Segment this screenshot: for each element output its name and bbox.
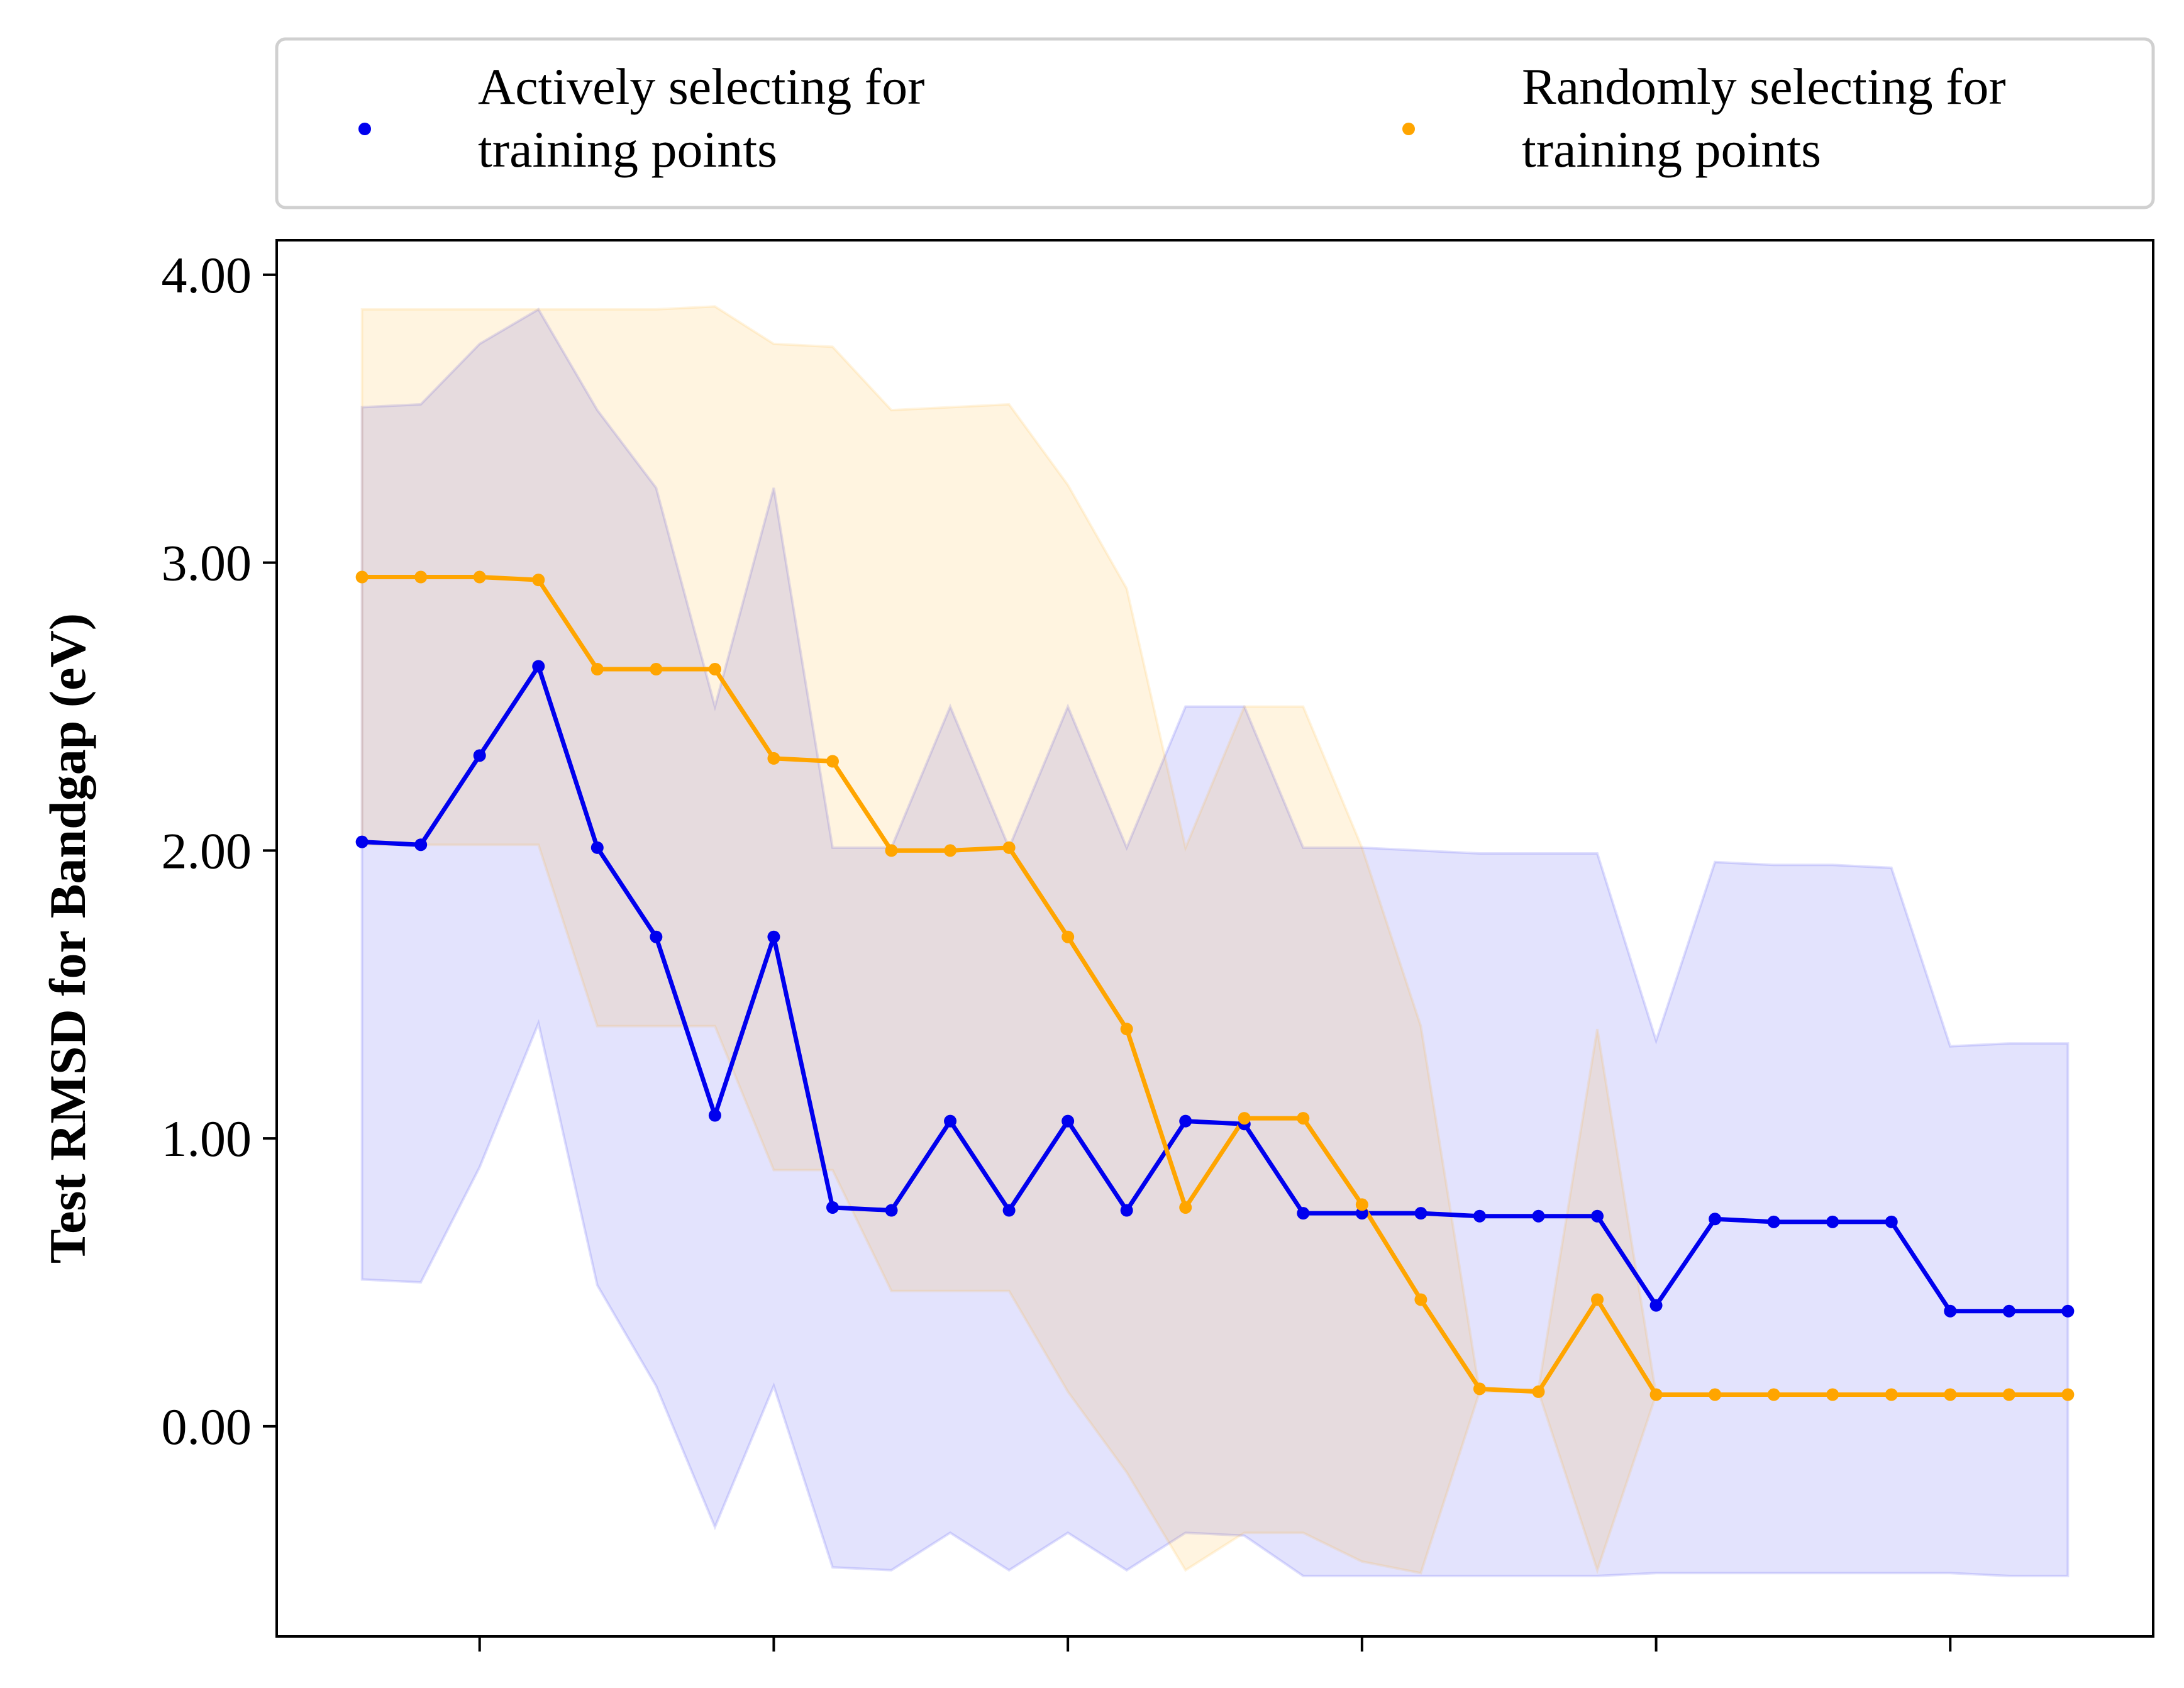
data-point-active: [1120, 1204, 1133, 1217]
data-point-active: [1944, 1304, 1957, 1318]
data-point-random: [1591, 1293, 1604, 1306]
data-point-active: [767, 930, 780, 943]
data-point-active: [1649, 1299, 1663, 1312]
data-point-random: [1826, 1388, 1839, 1401]
data-point-random: [1414, 1293, 1427, 1306]
legend: Actively selecting for training points Ra…: [275, 37, 2155, 209]
data-point-active: [1826, 1215, 1839, 1228]
data-point-random: [2002, 1388, 2015, 1401]
data-point-active: [1709, 1213, 1722, 1226]
legend-label-line: training points: [478, 121, 777, 178]
x-axis: [478, 1636, 1952, 1652]
data-point-random: [1649, 1388, 1663, 1401]
data-point-random: [2061, 1388, 2075, 1401]
legend-marker-active: [358, 123, 371, 135]
data-point-random: [708, 663, 721, 676]
data-point-random: [944, 844, 957, 857]
data-point-active: [1355, 1207, 1368, 1220]
data-point-random: [532, 574, 545, 587]
confidence-band-active: [360, 308, 2070, 1577]
data-point-random: [1355, 1198, 1368, 1211]
data-point-active: [826, 1201, 839, 1214]
data-point-active: [355, 835, 369, 848]
data-point-active: [1767, 1215, 1780, 1228]
series-lines: [360, 575, 2070, 1397]
data-point-active: [2002, 1304, 2015, 1318]
data-point-random: [1532, 1385, 1545, 1398]
data-point-active: [2061, 1304, 2075, 1318]
data-point-random: [1062, 930, 1075, 943]
data-point-active: [1591, 1209, 1604, 1223]
y-tick-label: 2.00: [162, 822, 252, 879]
y-axis-title: Test RMSD for Bandgap (eV): [39, 613, 96, 1263]
data-point-active: [885, 1204, 898, 1217]
data-point-active: [944, 1114, 957, 1128]
legend-label-active: Actively selecting for training points: [478, 58, 924, 178]
data-point-random: [1002, 841, 1016, 854]
data-point-random: [590, 663, 604, 676]
series-line-random: [360, 575, 2070, 1397]
legend-label-random: Randomly selecting for training points: [1522, 58, 2006, 178]
data-point-random: [1473, 1382, 1486, 1396]
data-point-active: [1062, 1114, 1075, 1128]
data-point-random: [650, 663, 663, 676]
data-point-active: [532, 660, 545, 673]
data-point-random: [1179, 1201, 1192, 1214]
legend-label-line: Randomly selecting for: [1522, 58, 2006, 115]
data-point-random: [1297, 1112, 1310, 1125]
data-point-active: [590, 841, 604, 854]
data-point-random: [767, 752, 780, 765]
legend-frame: [275, 37, 2155, 209]
data-point-random: [1767, 1388, 1780, 1401]
y-tick-label: 4.00: [162, 247, 252, 304]
data-point-random: [885, 844, 898, 857]
legend-label-line: Actively selecting for: [478, 58, 924, 115]
confidence-bands: [360, 305, 2070, 1577]
series-points: [355, 570, 2075, 1401]
data-point-random: [1944, 1388, 1957, 1401]
y-tick-label: 1.00: [162, 1110, 252, 1167]
y-axis: 0.00 1.00 2.00 3.00 4.00: [162, 247, 277, 1455]
data-point-random: [826, 755, 839, 768]
data-point-random: [1709, 1388, 1722, 1401]
legend-label-line: training points: [1522, 121, 1821, 178]
data-point-random: [1120, 1023, 1133, 1036]
data-point-active: [414, 838, 428, 852]
data-point-active: [650, 930, 663, 943]
plot-frame: [275, 239, 2154, 1638]
data-point-active: [1297, 1207, 1310, 1220]
data-point-active: [1179, 1114, 1192, 1128]
data-point-active: [708, 1109, 721, 1122]
data-point-active: [1532, 1209, 1545, 1223]
data-point-random: [473, 570, 486, 584]
data-point-active: [1473, 1209, 1486, 1223]
legend-marker-random: [1402, 123, 1415, 135]
series-line-active: [360, 664, 2070, 1314]
data-point-active: [1002, 1204, 1016, 1217]
y-tick-label: 0.00: [162, 1398, 252, 1455]
data-point-random: [1238, 1112, 1251, 1125]
y-tick-label: 3.00: [162, 535, 252, 592]
data-point-active: [473, 749, 486, 762]
data-point-active: [1885, 1215, 1898, 1228]
data-point-random: [414, 570, 428, 584]
data-point-random: [1885, 1388, 1898, 1401]
data-point-random: [355, 570, 369, 584]
data-point-active: [1414, 1207, 1427, 1220]
